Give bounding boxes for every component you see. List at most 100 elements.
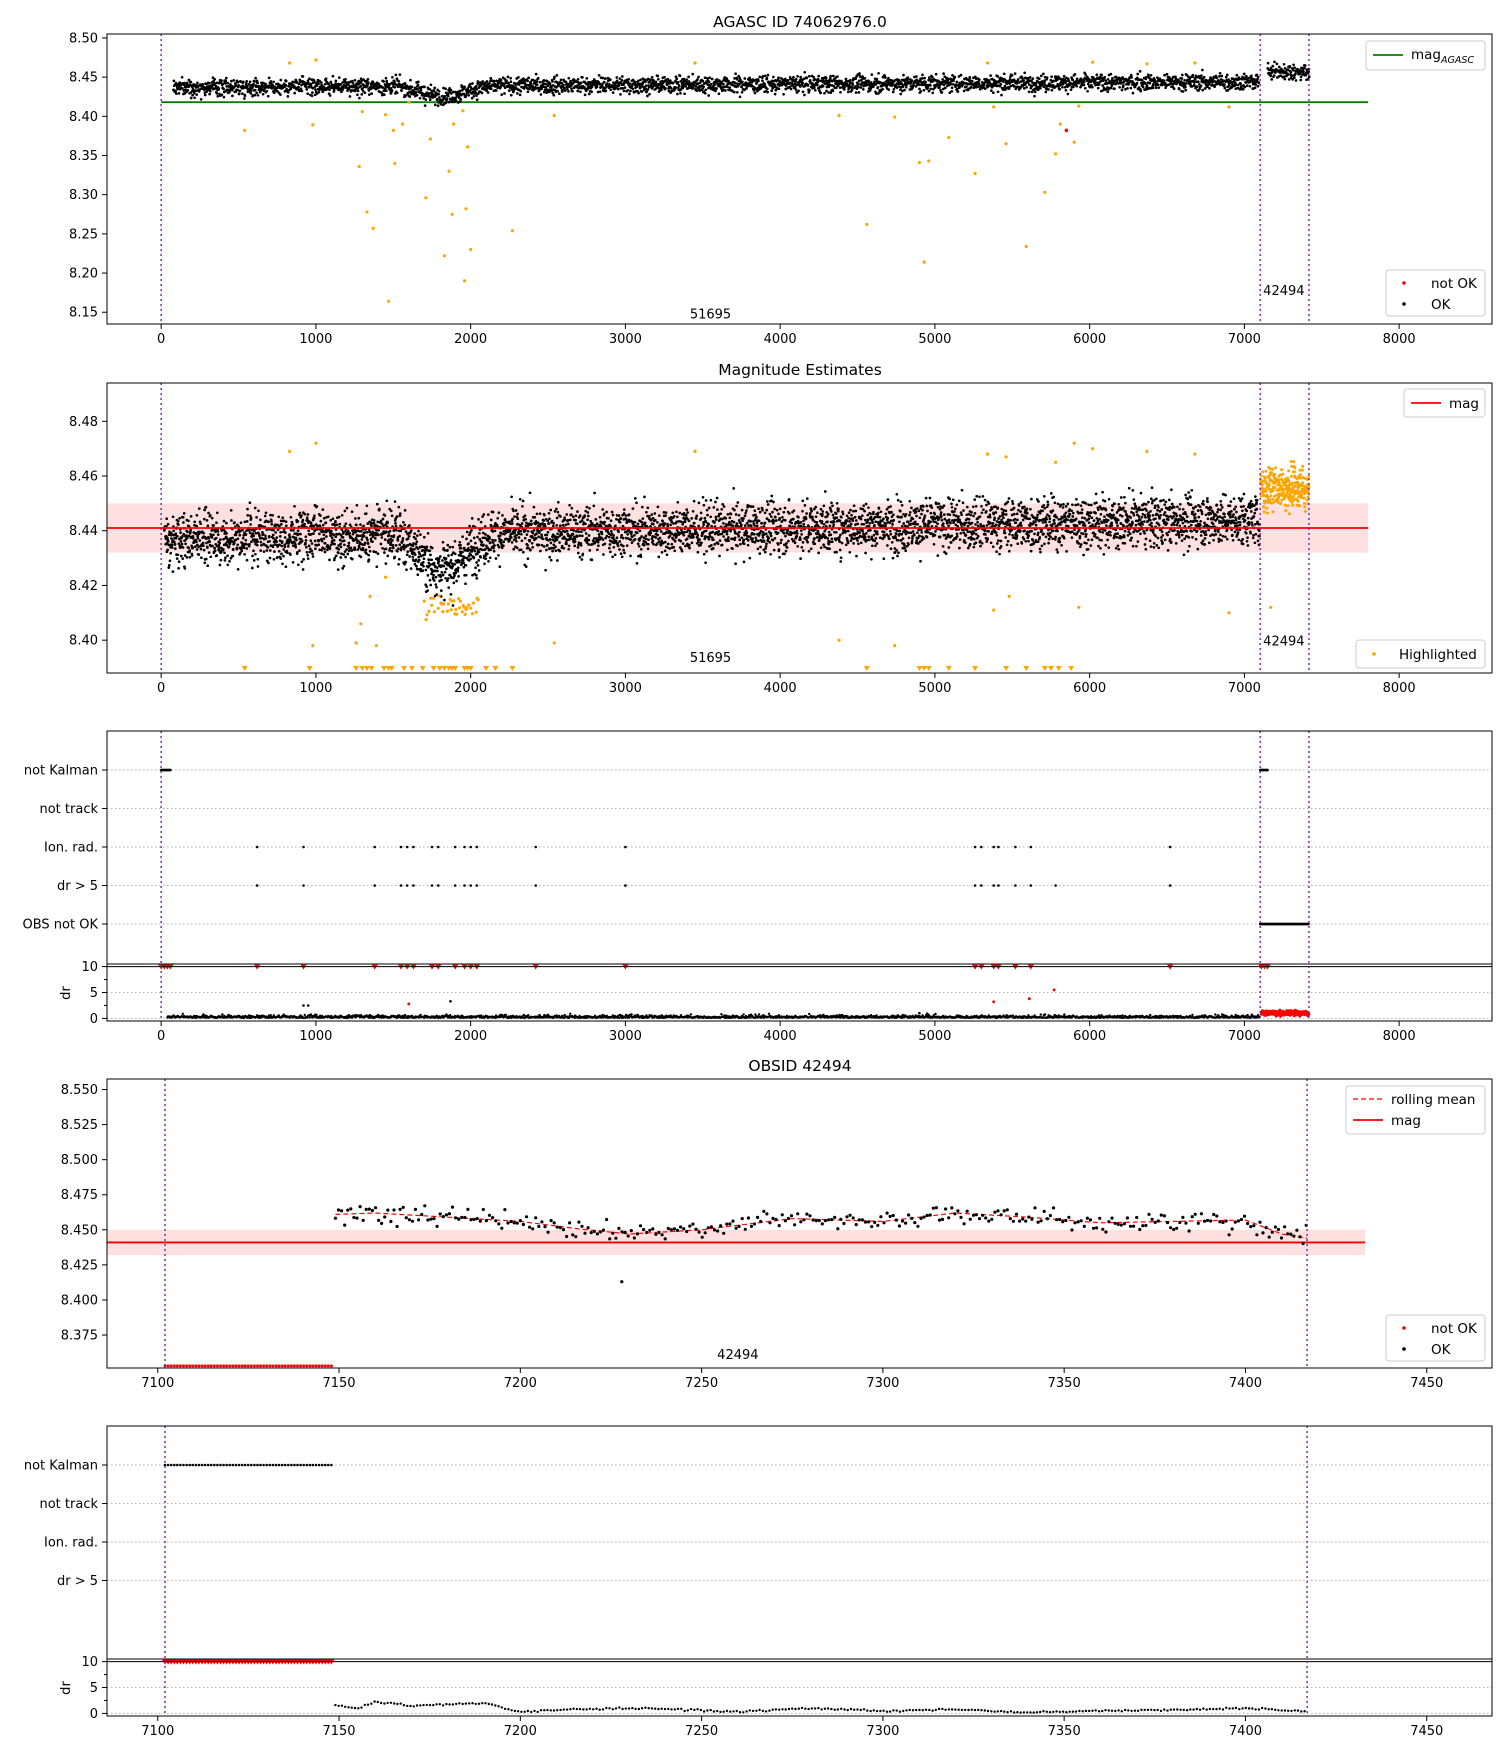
ok-point <box>796 74 799 78</box>
ok-point <box>1044 90 1048 94</box>
ok-point <box>556 89 559 93</box>
ok-point <box>915 75 918 78</box>
ok-point <box>224 556 227 560</box>
ok-point <box>445 97 449 100</box>
ok-point <box>583 93 587 97</box>
ok-point <box>909 82 913 85</box>
ok-point <box>861 75 864 78</box>
ok-point <box>1269 74 1273 78</box>
ok-point <box>652 79 655 82</box>
ok-point <box>418 96 422 100</box>
ok-point <box>1151 86 1155 90</box>
ok-point <box>597 74 601 77</box>
p2-xtick-label: 5000 <box>918 681 951 696</box>
ok-point <box>202 531 205 535</box>
p1-xtick-label: 3000 <box>609 332 642 347</box>
ok-point <box>246 507 249 511</box>
ok-point <box>296 563 300 567</box>
ok-point <box>262 550 266 553</box>
ok-point <box>279 78 283 82</box>
p2-ytick-label: 8.48 <box>69 415 98 430</box>
ok-point <box>500 93 504 96</box>
ok-point <box>954 83 958 87</box>
ok-point <box>850 85 854 89</box>
ok-point <box>353 78 357 82</box>
ok-point <box>388 529 392 533</box>
ok-point <box>656 77 660 81</box>
ok-point <box>395 528 398 532</box>
ok-point <box>401 537 405 540</box>
ok-point <box>755 81 759 84</box>
ok-point <box>436 97 439 101</box>
ok-point <box>226 554 229 558</box>
ok-point <box>289 528 293 532</box>
ok-point <box>1135 81 1139 85</box>
ok-point <box>256 557 260 561</box>
ok-point <box>344 555 347 559</box>
ok-point <box>1058 87 1062 91</box>
ok-point <box>449 593 453 596</box>
ok-point <box>256 93 260 97</box>
highlighted-point <box>466 145 470 149</box>
ok-point <box>230 79 233 83</box>
ok-point <box>526 79 529 83</box>
ok-point <box>311 552 314 556</box>
ok-point <box>801 81 805 85</box>
ok-point <box>429 553 432 557</box>
highlighted-point <box>1193 61 1197 65</box>
ok-point <box>271 533 275 537</box>
ok-point <box>479 555 482 559</box>
ok-point <box>475 98 479 102</box>
ok-point <box>215 511 219 515</box>
ok-point <box>477 518 480 521</box>
ok-point <box>389 86 393 90</box>
ok-point <box>173 547 177 550</box>
ok-point <box>590 90 593 94</box>
ok-point <box>169 551 173 555</box>
ok-point <box>794 80 797 83</box>
ok-point <box>310 549 314 553</box>
ok-point <box>357 546 361 549</box>
ok-point <box>1208 87 1211 90</box>
ok-point <box>220 93 224 97</box>
ok-point <box>629 89 632 93</box>
ok-point <box>414 542 418 546</box>
ok-point <box>403 523 407 527</box>
ok-point <box>198 539 202 542</box>
ok-point <box>434 575 438 579</box>
ok-point <box>763 74 767 78</box>
ok-point <box>441 559 444 562</box>
ok-point <box>269 80 273 83</box>
ok-point <box>760 83 763 87</box>
ok-point <box>523 514 527 518</box>
ok-point <box>324 77 328 81</box>
ok-point <box>1227 78 1230 81</box>
ok-point <box>1271 64 1275 68</box>
ok-point <box>317 539 321 542</box>
ok-point <box>1038 86 1042 90</box>
ok-point <box>170 546 174 549</box>
ok-point <box>319 514 322 517</box>
ok-point <box>329 518 333 522</box>
ok-point <box>920 77 924 80</box>
ok-point <box>480 91 484 95</box>
ok-point <box>404 94 407 98</box>
ok-point <box>978 78 981 82</box>
ok-point <box>682 81 685 85</box>
ok-point <box>576 78 580 81</box>
ok-point <box>435 566 439 569</box>
ok-point <box>397 505 401 509</box>
ok-point <box>1118 85 1121 89</box>
ok-point <box>521 550 525 554</box>
ok-point <box>396 549 399 553</box>
ok-point <box>1073 72 1077 76</box>
panel-magnitude-estimates: Magnitude Estimates 0 1000 2000 3000 4000 500… <box>69 361 1493 696</box>
ok-point <box>283 545 287 549</box>
ok-point <box>813 88 817 92</box>
highlighted-point <box>837 113 841 118</box>
ok-point <box>1193 80 1196 84</box>
ok-point <box>793 85 797 89</box>
ok-point <box>306 557 310 560</box>
ok-point <box>1156 76 1159 79</box>
ok-point <box>1126 86 1129 90</box>
